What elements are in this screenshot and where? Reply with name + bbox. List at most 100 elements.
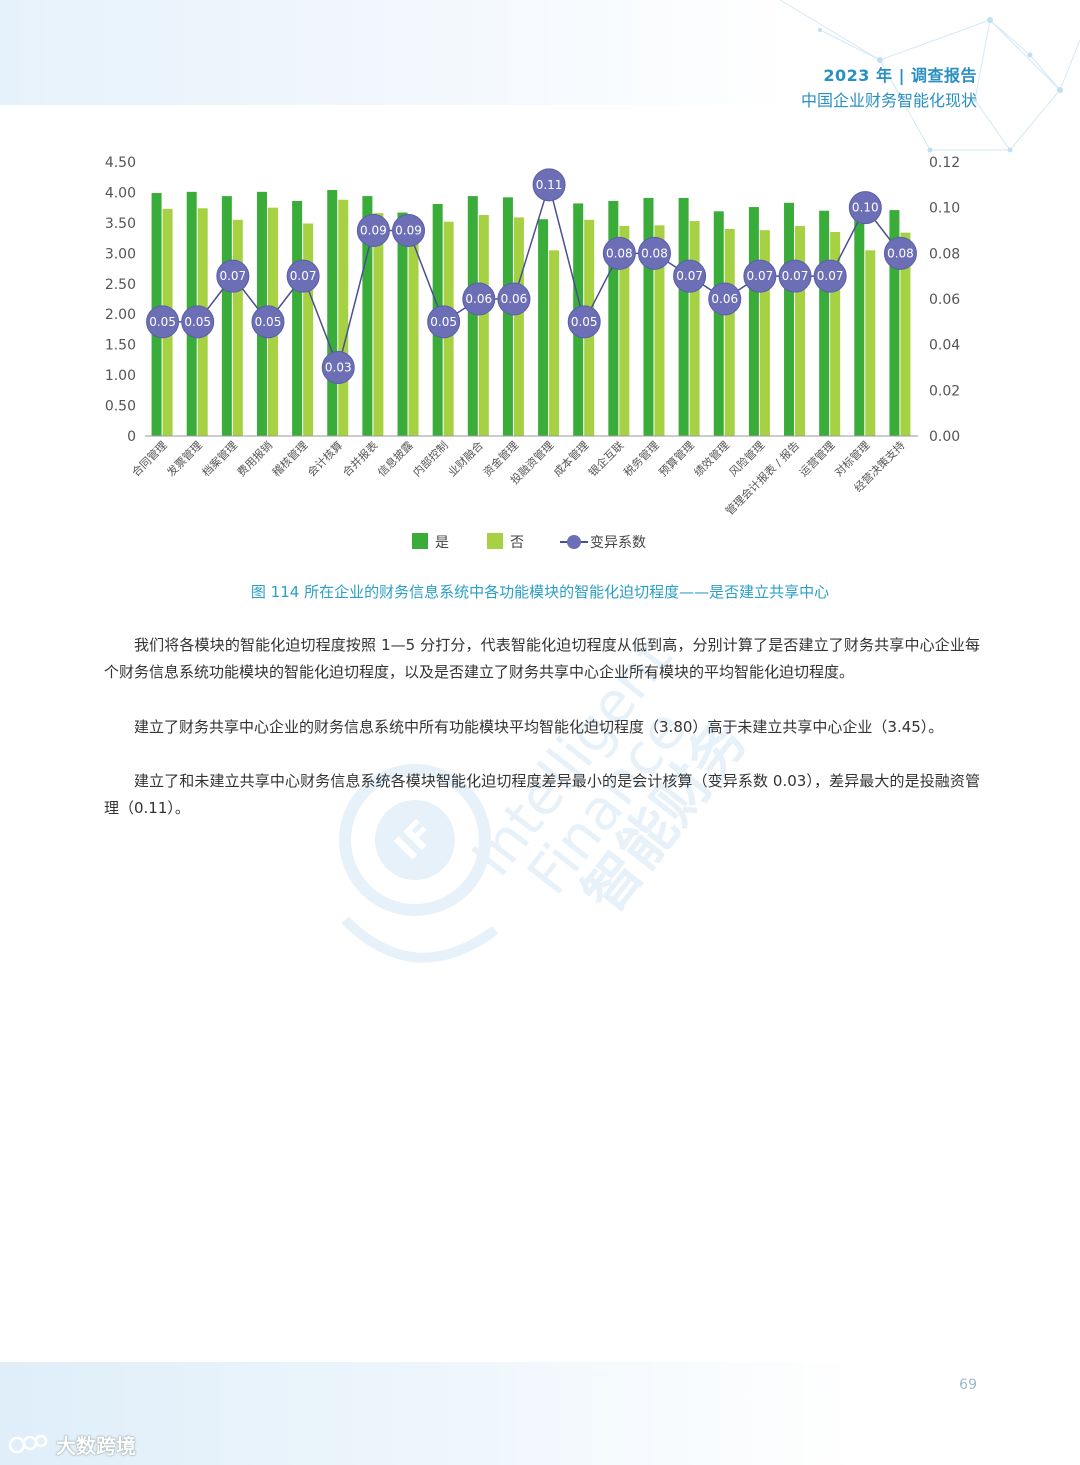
cv-data-label: 0.05 — [255, 315, 282, 329]
cv-data-label: 0.09 — [360, 224, 387, 238]
cv-point — [883, 236, 917, 270]
network-decoration — [779, 0, 1080, 153]
cv-data-label: 0.05 — [184, 315, 211, 329]
cv-point — [532, 168, 566, 202]
y-left-tick-label: 3.50 — [105, 216, 136, 232]
legend-label-cv: 变异系数 — [590, 535, 646, 551]
x-tick-label: 业财融合 — [445, 438, 486, 479]
bar-yes — [221, 196, 232, 436]
cv-point — [392, 214, 426, 247]
legend-marker-cv — [567, 535, 581, 549]
cv-data-label: 0.07 — [219, 269, 246, 283]
cv-point — [146, 305, 180, 339]
cv-data-label: 0.07 — [817, 269, 844, 283]
y-right-tick-label: 0.10 — [929, 201, 960, 217]
footer-band — [0, 1362, 1080, 1465]
y-right-tick-label: 0.04 — [929, 338, 960, 354]
bar-no — [232, 219, 243, 436]
bar-yes — [713, 211, 724, 436]
cv-point — [602, 236, 636, 270]
cv-point — [251, 305, 285, 339]
cv-data-label: 0.05 — [149, 315, 176, 329]
x-tick-label: 稽核管理 — [269, 438, 310, 479]
bar-no — [549, 250, 560, 436]
bar-no — [619, 225, 630, 436]
y-left-tick-label: 0 — [127, 429, 136, 445]
paragraph-2: 建立了财务共享中心企业的财务信息系统中所有功能模块平均智能化迫切程度（3.80）… — [134, 718, 944, 736]
y-left-tick-label: 1.00 — [105, 368, 136, 384]
x-tick-label: 费用报销 — [234, 438, 275, 479]
cv-data-label: 0.05 — [430, 315, 457, 329]
x-tick-label: 会计核算 — [304, 438, 345, 479]
cv-point — [778, 259, 812, 293]
cv-point — [673, 259, 707, 293]
x-tick-label: 档案管理 — [199, 438, 240, 479]
report-year-title: 2023 年 | 调查报告 — [823, 66, 977, 85]
y-right-tick-label: 0.02 — [929, 383, 960, 399]
report-subtitle: 中国企业财务智能化现状 — [800, 91, 977, 110]
bar-no — [689, 221, 700, 436]
cv-point — [181, 305, 215, 339]
cv-data-label: 0.06 — [465, 292, 492, 306]
x-tick-label: 发票管理 — [164, 438, 205, 479]
cv-point — [356, 214, 390, 247]
bar-no — [373, 213, 384, 436]
bar-yes — [292, 200, 303, 436]
cv-point — [848, 191, 882, 225]
cv-data-label: 0.08 — [887, 246, 914, 260]
cv-line — [162, 182, 902, 370]
y-right-tick-label: 0.12 — [929, 155, 960, 171]
y-left-tick-label: 3.00 — [105, 246, 136, 262]
legend-label-yes: 是 — [435, 535, 449, 551]
x-tick-label: 内部控制 — [410, 438, 451, 479]
legend-label-no: 否 — [510, 535, 524, 551]
brand-logo-icon — [8, 1434, 48, 1453]
bar-yes — [784, 202, 795, 436]
cv-point — [427, 305, 461, 339]
y-right-tick-label: 0.06 — [929, 292, 960, 308]
bar-yes — [327, 190, 338, 436]
y-left-tick-label: 0.50 — [105, 399, 136, 415]
bar-yes — [889, 210, 900, 436]
cv-point — [637, 236, 671, 270]
bar-yes — [854, 206, 865, 436]
cv-data-label: 0.08 — [606, 246, 633, 260]
brand-mark: 大数跨境 — [8, 1430, 136, 1459]
bar-no — [900, 232, 911, 436]
cv-point — [567, 305, 601, 339]
bar-no — [865, 250, 876, 436]
bar-no — [408, 230, 419, 436]
x-tick-label: 成本管理 — [550, 438, 591, 479]
cv-data-label: 0.07 — [290, 269, 317, 283]
figure-caption: 图 114 所在企业的财务信息系统中各功能模块的智能化迫切程度——是否建立共享中… — [250, 583, 830, 601]
bar-yes — [748, 207, 759, 436]
bar-no — [795, 225, 806, 436]
cv-point — [497, 282, 531, 316]
cv-point — [743, 259, 777, 293]
bar-no — [303, 223, 314, 436]
y-left-tick-label: 4.50 — [105, 155, 136, 171]
bar-no — [478, 214, 489, 436]
bar-yes — [819, 210, 830, 436]
cv-data-label: 0.09 — [395, 224, 422, 238]
cv-point — [286, 259, 320, 293]
bar-yes — [608, 200, 619, 436]
cv-point — [813, 259, 847, 293]
bar-yes — [678, 197, 689, 436]
cv-point — [216, 259, 250, 293]
cv-line-series: 0.05 0.05 0.07 0.05 0.07 0.03 0.09 0.09 0.05 0.06… — [146, 168, 917, 384]
cv-point — [462, 282, 496, 316]
x-tick-label: 信息披露 — [375, 438, 416, 479]
y-right-tick-label: 0.00 — [929, 429, 960, 445]
legend-swatch-yes — [412, 533, 428, 549]
y-right-tick-label: 0.08 — [929, 246, 960, 262]
page-number: 69 — [959, 1377, 977, 1393]
y-left-tick-label: 1.50 — [105, 338, 136, 354]
bar-yes — [643, 197, 654, 436]
cv-data-label: 0.03 — [325, 361, 352, 375]
bar-no — [830, 232, 841, 436]
brand-text: 大数跨境 — [56, 1434, 136, 1458]
cv-point — [321, 351, 355, 384]
cv-data-label: 0.10 — [852, 201, 879, 215]
paragraph-3: 建立了和未建立共享中心财务信息系统各模块智能化迫切程度差异最小的是会计核算（变异… — [104, 772, 980, 817]
